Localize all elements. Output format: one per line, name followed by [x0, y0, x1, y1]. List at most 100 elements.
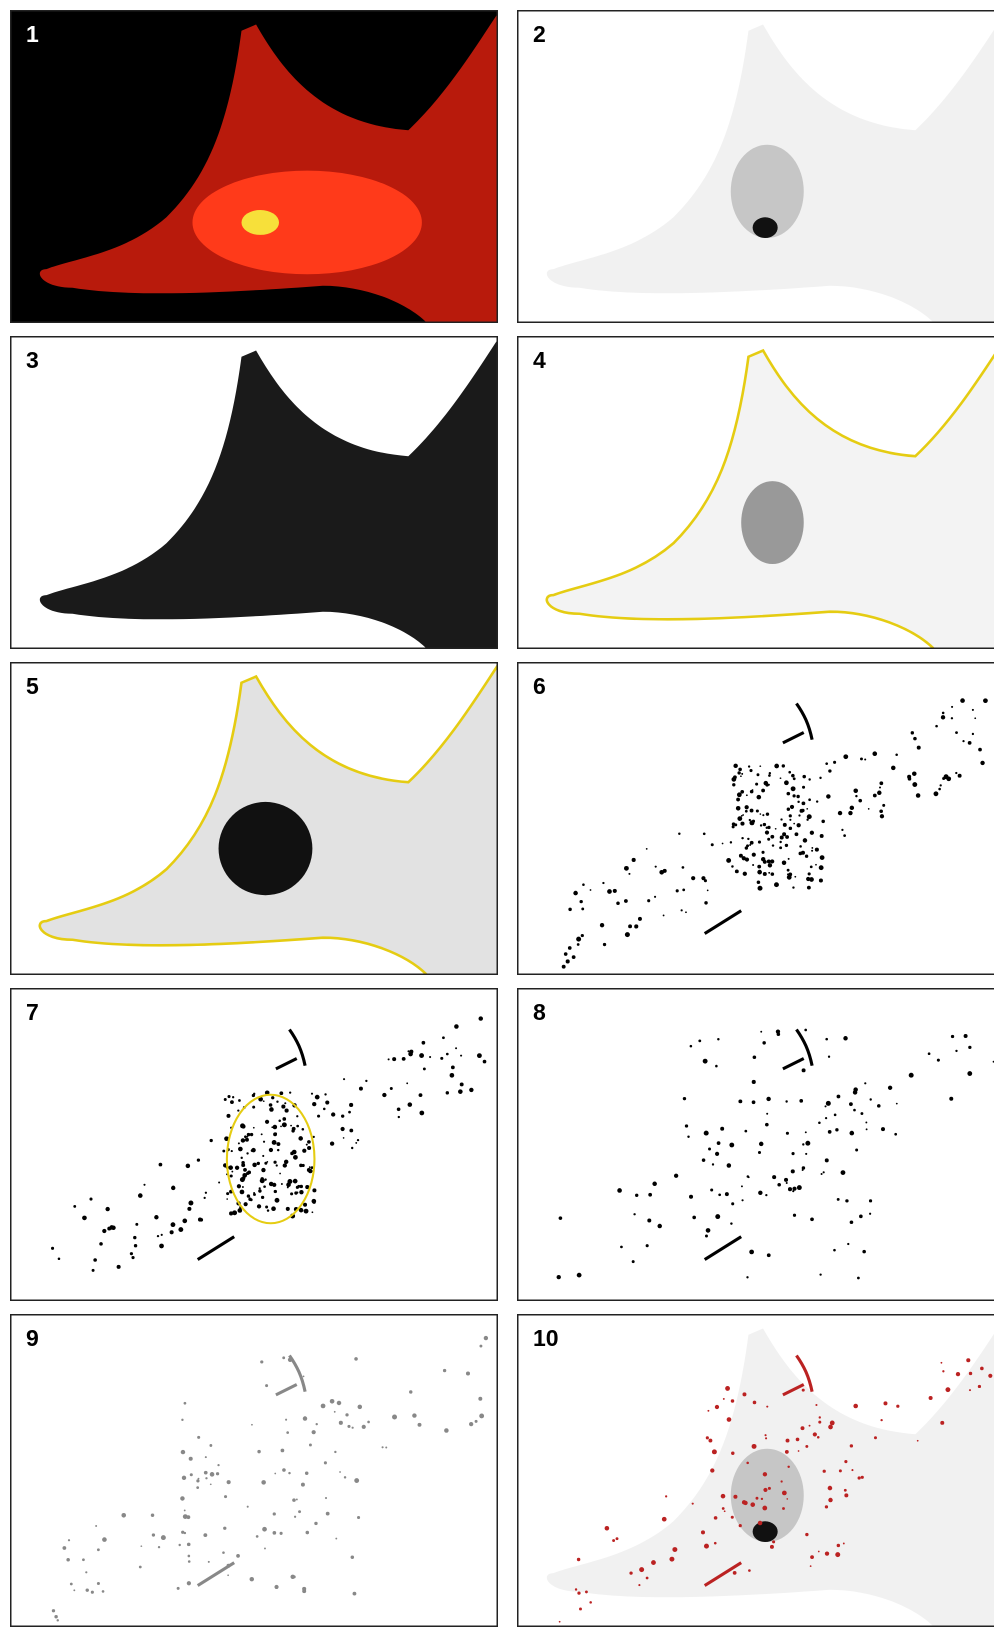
panel-image: 6	[517, 662, 994, 975]
spot	[763, 823, 766, 826]
spot	[879, 781, 883, 785]
spot	[655, 866, 657, 868]
spot	[942, 777, 945, 780]
spot	[865, 1121, 867, 1123]
spot	[479, 1345, 482, 1348]
spot	[787, 808, 790, 811]
spot	[894, 1133, 897, 1136]
spot	[738, 1099, 742, 1103]
spot	[243, 1168, 247, 1172]
spot	[252, 1106, 255, 1109]
spot	[828, 769, 831, 772]
spot	[818, 1551, 820, 1553]
spot	[823, 1171, 825, 1173]
figure: {"panels": [{"label": "1"}, {"label": "2…	[0, 0, 994, 1633]
spot	[909, 1073, 914, 1078]
spot	[764, 781, 769, 785]
spot	[265, 1120, 269, 1124]
spot	[151, 1514, 154, 1517]
spot	[559, 1621, 561, 1623]
spot	[302, 1587, 306, 1591]
spot	[766, 812, 769, 815]
spot	[774, 882, 779, 887]
spot	[788, 1187, 792, 1191]
spot	[853, 1109, 856, 1112]
spot	[181, 1419, 183, 1421]
spot	[134, 1244, 137, 1247]
spot	[731, 865, 734, 867]
spot	[51, 1247, 54, 1250]
spot	[314, 1522, 317, 1525]
spot	[172, 1186, 175, 1189]
spot	[819, 1274, 821, 1276]
spot	[339, 1471, 341, 1473]
background	[517, 662, 994, 975]
spot	[247, 1194, 250, 1197]
spot	[962, 740, 964, 742]
spot	[810, 1555, 814, 1559]
spot	[964, 1034, 968, 1038]
spot	[231, 1150, 233, 1152]
spot	[758, 886, 763, 891]
spot	[200, 1218, 203, 1221]
spot	[722, 843, 724, 845]
spot	[746, 844, 749, 847]
spot	[309, 1444, 312, 1447]
spot	[209, 1444, 212, 1447]
spot	[446, 1091, 449, 1094]
spot	[794, 876, 796, 878]
spot	[226, 1198, 228, 1200]
background	[10, 988, 498, 1301]
spot	[580, 900, 583, 903]
spot	[802, 786, 805, 789]
spot	[818, 1421, 821, 1424]
spot	[229, 1211, 233, 1215]
spot	[130, 1252, 133, 1255]
spot	[275, 1198, 280, 1203]
spot	[708, 1148, 711, 1151]
spot	[272, 1140, 277, 1145]
spot	[712, 1449, 717, 1454]
spot	[837, 1544, 840, 1547]
spot	[734, 823, 737, 826]
spot	[102, 1537, 107, 1542]
spot	[443, 1369, 446, 1372]
spot	[791, 1152, 794, 1155]
spot	[299, 1190, 303, 1194]
spot	[312, 1430, 316, 1434]
spot	[484, 1336, 488, 1340]
spot	[286, 1182, 291, 1187]
spot	[855, 795, 857, 797]
spot	[864, 758, 866, 760]
spot	[674, 1174, 678, 1178]
spot	[152, 1533, 155, 1536]
spot	[290, 1192, 293, 1195]
spot	[951, 1035, 954, 1038]
spot	[585, 1591, 588, 1594]
spot	[733, 1571, 737, 1575]
spot	[232, 1096, 234, 1098]
spot	[766, 1406, 768, 1408]
spot	[780, 777, 782, 779]
spot	[475, 1420, 478, 1423]
spot	[676, 889, 679, 892]
spot	[748, 765, 750, 767]
spot	[784, 780, 789, 785]
spot	[159, 1163, 163, 1167]
spot	[335, 1538, 337, 1540]
spot	[181, 1450, 185, 1454]
spot	[980, 1367, 984, 1371]
spot	[196, 1479, 199, 1482]
spot	[766, 1113, 768, 1115]
spot	[967, 1071, 972, 1076]
spot	[290, 1152, 293, 1155]
spot	[736, 806, 741, 811]
spot	[849, 1102, 853, 1106]
spot	[131, 1256, 134, 1259]
spot	[286, 1431, 289, 1434]
spot	[242, 1173, 247, 1178]
spot	[226, 1114, 230, 1118]
spot	[811, 850, 813, 852]
spot	[873, 794, 877, 798]
spot	[62, 1546, 66, 1550]
